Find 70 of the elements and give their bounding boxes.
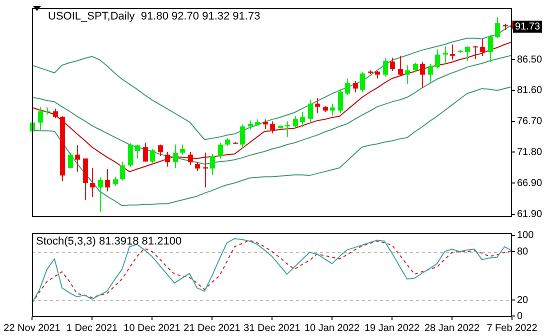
- candlestick: [345, 78, 350, 96]
- candlestick: [383, 58, 388, 78]
- chart-title: Stoch(5,3,3) 81.3918 81.2100: [36, 236, 182, 248]
- candlestick: [210, 154, 215, 176]
- candlestick: [75, 144, 80, 172]
- candlestick: [353, 80, 358, 93]
- candlestick: [218, 142, 223, 159]
- candlestick: [293, 116, 298, 128]
- candlestick: [98, 176, 103, 212]
- x-tick-label: 31 Dec 2021: [244, 322, 301, 334]
- candlestick: [135, 144, 140, 159]
- candlestick: [165, 152, 170, 168]
- candlestick: [53, 108, 58, 119]
- candlestick: [480, 38, 485, 56]
- candlestick: [285, 120, 290, 138]
- candlestick: [128, 142, 133, 168]
- candlestick: [300, 111, 305, 128]
- y-tick-label: 80: [517, 246, 529, 258]
- annotation: 91.73: [515, 21, 540, 32]
- candlestick: [495, 16, 500, 39]
- candlestick: [450, 44, 455, 60]
- candlestick: [113, 176, 118, 187]
- candlestick: [143, 142, 148, 162]
- y-tick-label: 86.50: [517, 54, 542, 66]
- candlestick: [473, 45, 478, 60]
- x-tick-label: 22 Nov 2021: [4, 322, 61, 334]
- candlestick: [90, 167, 95, 198]
- candlestick: [315, 98, 320, 114]
- candlestick: [38, 106, 43, 131]
- candlestick: [120, 161, 125, 181]
- candlestick: [435, 49, 440, 69]
- candlestick: [158, 144, 163, 156]
- y-tick-label: 66.90: [517, 178, 542, 189]
- x-tick-label: 19 Jan 2022: [364, 322, 420, 334]
- x-tick-label: 1 Dec 2021: [66, 322, 118, 334]
- x-tick-label: 10 Jan 2022: [304, 322, 360, 334]
- candlestick: [413, 62, 418, 73]
- y-tick-label: 20: [517, 294, 529, 306]
- candlestick: [398, 55, 403, 76]
- candlestick: [173, 144, 178, 168]
- candlestick: [360, 72, 365, 93]
- candlestick: [270, 120, 275, 134]
- candlestick: [308, 99, 313, 122]
- candlestick: [338, 88, 343, 114]
- candlestick: [330, 103, 335, 116]
- candlestick: [428, 64, 433, 83]
- x-tick-label: 7 Feb 2022: [486, 322, 538, 334]
- y-tick-label: 100: [517, 230, 534, 242]
- candlestick: [263, 118, 268, 130]
- candlestick: [150, 148, 155, 164]
- x-tick-label: 10 Dec 2021: [124, 322, 181, 334]
- candlestick: [240, 124, 245, 149]
- y-tick-label: 0: [517, 310, 523, 322]
- y-tick-label: 76.70: [517, 116, 542, 128]
- candlestick: [420, 62, 425, 88]
- candlestick: [488, 34, 493, 63]
- x-tick-label: 21 Dec 2021: [184, 322, 241, 334]
- candlestick: [188, 152, 193, 166]
- y-tick-label: 81.60: [517, 85, 542, 96]
- candlestick: [68, 152, 73, 168]
- candlestick: [105, 168, 110, 192]
- y-tick-label: 71.80: [517, 146, 542, 158]
- candlestick: [180, 144, 185, 156]
- y-tick-label: 61.90: [517, 209, 542, 220]
- candlestick: [390, 57, 395, 72]
- candlestick: [465, 46, 470, 62]
- candlestick: [443, 46, 448, 64]
- x-tick-label: 28 Jan 2022: [424, 322, 480, 334]
- chart-title: USOIL_SPT,Daily 91.80 92.70 91.32 91.73: [48, 10, 260, 23]
- candlestick: [405, 64, 410, 85]
